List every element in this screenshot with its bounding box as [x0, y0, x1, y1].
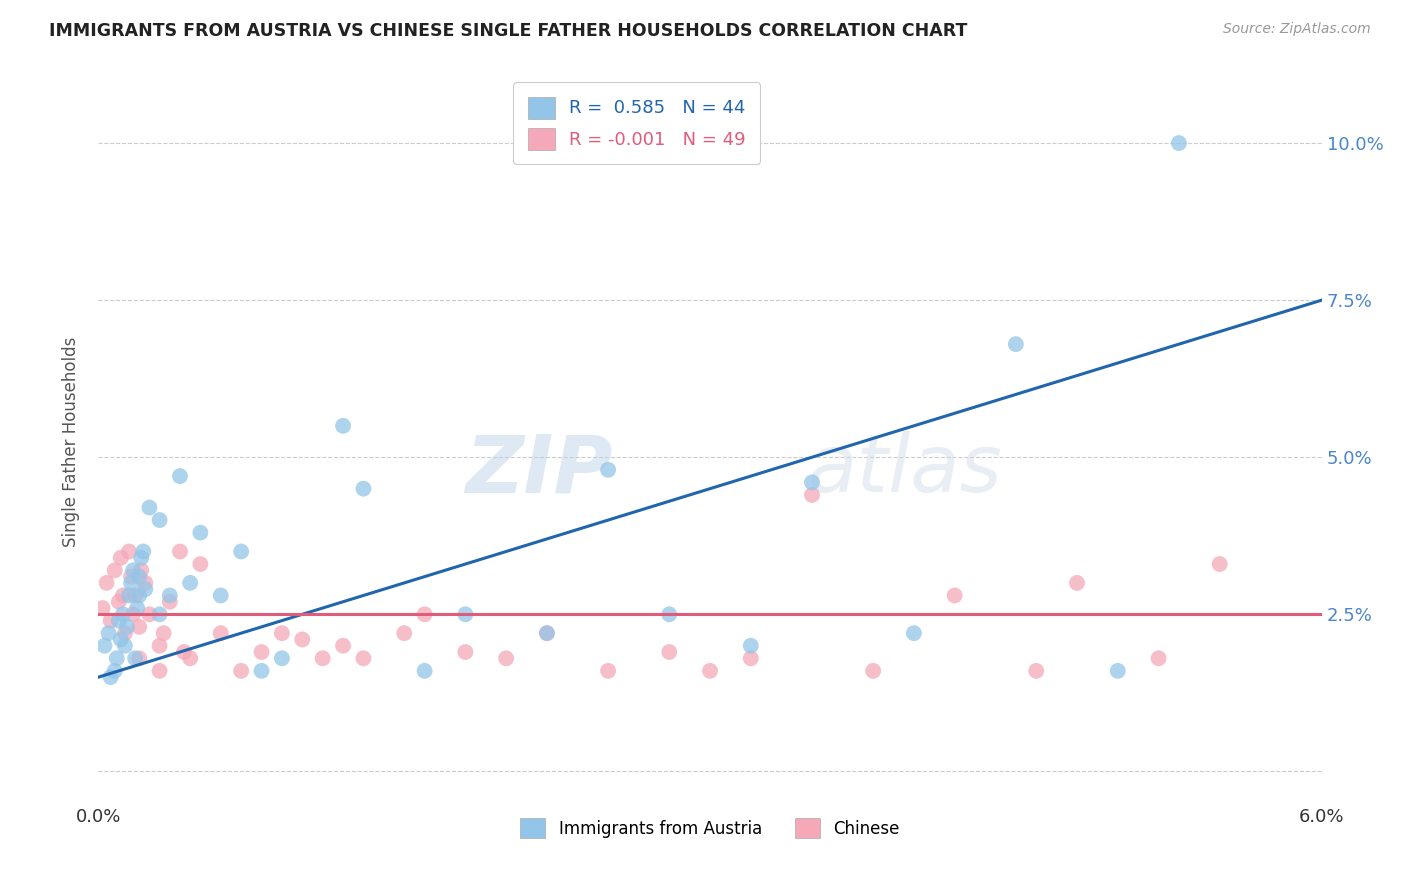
Point	[536, 626, 558, 640]
Point	[1147, 651, 1170, 665]
Point	[332, 639, 354, 653]
Point	[454, 607, 477, 622]
Point	[903, 626, 925, 640]
Point	[188, 525, 212, 540]
Point	[159, 589, 181, 603]
Point	[91, 601, 114, 615]
Point	[149, 513, 172, 527]
Point	[1025, 664, 1047, 678]
Point	[801, 475, 824, 490]
Point	[93, 639, 115, 653]
Text: IMMIGRANTS FROM AUSTRIA VS CHINESE SINGLE FATHER HOUSEHOLDS CORRELATION CHART: IMMIGRANTS FROM AUSTRIA VS CHINESE SINGL…	[49, 22, 967, 40]
Point	[231, 544, 253, 558]
Point	[104, 664, 127, 678]
Point	[209, 589, 232, 603]
Point	[173, 645, 195, 659]
Point	[231, 664, 253, 678]
Point	[250, 664, 273, 678]
Point	[159, 595, 181, 609]
Point	[169, 469, 191, 483]
Text: atlas: atlas	[808, 432, 1002, 509]
Point	[1004, 337, 1026, 351]
Point	[129, 550, 152, 565]
Point	[104, 563, 127, 577]
Point	[111, 607, 134, 622]
Point	[169, 544, 191, 558]
Point	[149, 664, 172, 678]
Point	[138, 500, 160, 515]
Point	[413, 607, 436, 622]
Point	[105, 651, 128, 665]
Point	[129, 563, 152, 577]
Point	[100, 670, 122, 684]
Point	[188, 557, 212, 571]
Point	[332, 418, 354, 433]
Point	[943, 589, 966, 603]
Point	[128, 569, 150, 583]
Point	[114, 626, 136, 640]
Point	[801, 488, 824, 502]
Point	[138, 607, 160, 622]
Point	[124, 651, 146, 665]
Point	[658, 607, 681, 622]
Point	[124, 589, 146, 603]
Point	[352, 651, 374, 665]
Point	[128, 651, 150, 665]
Point	[454, 645, 477, 659]
Point	[97, 626, 120, 640]
Point	[118, 544, 141, 558]
Point	[291, 632, 314, 647]
Point	[111, 589, 134, 603]
Point	[179, 651, 201, 665]
Point	[108, 614, 131, 628]
Text: ZIP: ZIP	[465, 432, 612, 509]
Point	[120, 569, 142, 583]
Point	[114, 639, 136, 653]
Point	[122, 563, 145, 577]
Point	[270, 651, 292, 665]
Point	[128, 620, 150, 634]
Point	[1066, 575, 1088, 590]
Point	[740, 651, 762, 665]
Point	[179, 575, 201, 590]
Point	[128, 589, 150, 603]
Point	[598, 664, 620, 678]
Point	[127, 601, 149, 615]
Point	[209, 626, 232, 640]
Y-axis label: Single Father Households: Single Father Households	[62, 336, 80, 547]
Point	[311, 651, 335, 665]
Point	[658, 645, 681, 659]
Point	[120, 575, 142, 590]
Point	[132, 544, 155, 558]
Legend: Immigrants from Austria, Chinese: Immigrants from Austria, Chinese	[513, 812, 907, 845]
Point	[352, 482, 374, 496]
Point	[1107, 664, 1129, 678]
Point	[118, 589, 141, 603]
Point	[110, 632, 132, 647]
Point	[100, 614, 122, 628]
Point	[392, 626, 416, 640]
Point	[740, 639, 762, 653]
Text: Source: ZipAtlas.com: Source: ZipAtlas.com	[1223, 22, 1371, 37]
Point	[122, 607, 145, 622]
Point	[250, 645, 273, 659]
Point	[413, 664, 436, 678]
Point	[1167, 136, 1189, 150]
Point	[108, 595, 131, 609]
Point	[862, 664, 884, 678]
Point	[270, 626, 292, 640]
Point	[96, 575, 118, 590]
Point	[134, 575, 156, 590]
Point	[152, 626, 174, 640]
Point	[495, 651, 517, 665]
Point	[699, 664, 721, 678]
Point	[598, 463, 620, 477]
Point	[536, 626, 558, 640]
Point	[115, 620, 138, 634]
Point	[149, 607, 172, 622]
Point	[110, 550, 132, 565]
Point	[1208, 557, 1232, 571]
Point	[134, 582, 156, 597]
Point	[149, 639, 172, 653]
